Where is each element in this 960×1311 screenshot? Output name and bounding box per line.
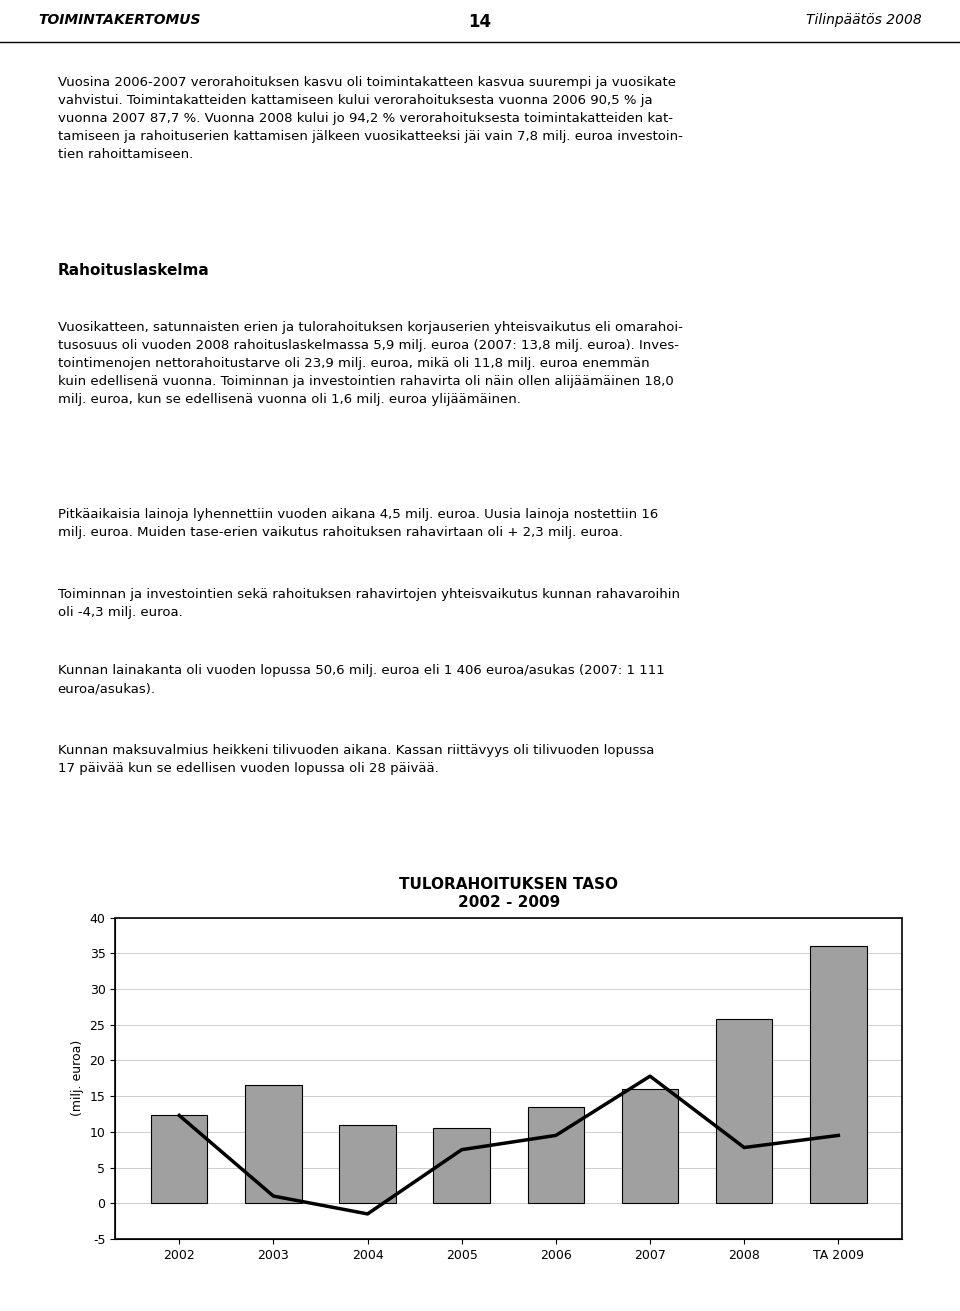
Bar (716, 1019, 773, 1203)
Title: TULORAHOITUKSEN TASO
2002 - 2009: TULORAHOITUKSEN TASO 2002 - 2009 (399, 877, 618, 910)
Bar (339, 1125, 396, 1203)
Bar (622, 1089, 679, 1203)
Bar (245, 1086, 301, 1203)
Bar (810, 947, 867, 1203)
Text: Toiminnan ja investointien sekä rahoituksen rahavirtojen yhteisvaikutus kunnan r: Toiminnan ja investointien sekä rahoituk… (58, 589, 680, 619)
Bar (434, 1129, 490, 1203)
Text: Vuosikatteen, satunnaisten erien ja tulorahoituksen korjauserien yhteisvaikutus : Vuosikatteen, satunnaisten erien ja tulo… (58, 321, 683, 406)
Y-axis label: (milj. euroa): (milj. euroa) (71, 1040, 84, 1117)
Bar (151, 1116, 207, 1203)
Text: Kunnan maksuvalmius heikkeni tilivuoden aikana. Kassan riittävyys oli tilivuoden: Kunnan maksuvalmius heikkeni tilivuoden … (58, 745, 654, 775)
Text: 14: 14 (468, 13, 492, 31)
Text: Kunnan lainakanta oli vuoden lopussa 50,6 milj. euroa eli 1 406 euroa/asukas (20: Kunnan lainakanta oli vuoden lopussa 50,… (58, 665, 664, 695)
Text: Vuosina 2006-2007 verorahoituksen kasvu oli toimintakatteen kasvua suurempi ja v: Vuosina 2006-2007 verorahoituksen kasvu … (58, 76, 683, 161)
Text: TOIMINTAKERTOMUS: TOIMINTAKERTOMUS (38, 13, 201, 28)
Text: Pitkäaikaisia lainoja lyhennettiin vuoden aikana 4,5 milj. euroa. Uusia lainoja : Pitkäaikaisia lainoja lyhennettiin vuode… (58, 509, 658, 539)
Bar (528, 1106, 584, 1203)
Text: Tilinpäätös 2008: Tilinpäätös 2008 (805, 13, 922, 28)
Text: Rahoituslaskelma: Rahoituslaskelma (58, 264, 209, 278)
